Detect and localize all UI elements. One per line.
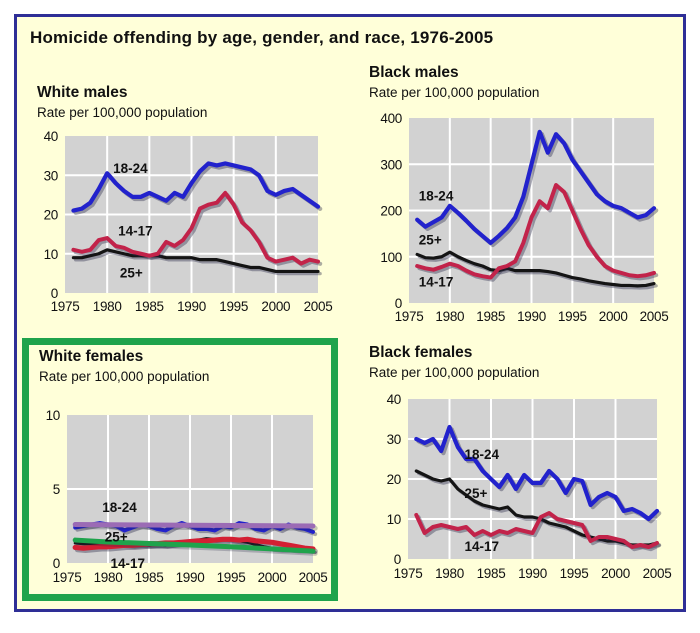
series-line-18-24 bbox=[415, 129, 657, 245]
series-label: 14-17 bbox=[419, 274, 454, 289]
purple-trend-line bbox=[72, 522, 316, 529]
series-line-18-24 bbox=[71, 161, 321, 213]
y-tick-label: 10 bbox=[44, 247, 58, 262]
figure-title: Homicide offending by age, gender, and r… bbox=[30, 28, 494, 47]
series-line-25+ bbox=[415, 250, 656, 288]
y-tick-label: 40 bbox=[44, 129, 58, 144]
y-tick-label: 100 bbox=[380, 250, 402, 265]
chart-white-males: 0 10 20 30 40 1975 1980 1985 1990 1995 2000 2005 18-… bbox=[44, 129, 333, 314]
y-tick-label: 400 bbox=[380, 111, 402, 126]
x-tick-label: 2000 bbox=[601, 566, 630, 581]
series-label: 25+ bbox=[419, 233, 442, 248]
panel-subtitle-black-females: Rate per 100,000 population bbox=[369, 365, 540, 380]
panel-white-females: White females Rate per 100,000 populatio… bbox=[39, 347, 339, 588]
series-label: 18-24 bbox=[113, 161, 148, 176]
panel-title-white-females: White females bbox=[39, 348, 144, 365]
panel-black-females: Black females Rate per 100,000 populatio… bbox=[369, 343, 679, 584]
series-line-25+ bbox=[71, 248, 320, 274]
series-label: 18-24 bbox=[102, 500, 137, 515]
y-tick-label: 40 bbox=[387, 392, 401, 407]
x-tick-label: 2005 bbox=[299, 570, 328, 585]
y-tick-label: 0 bbox=[51, 286, 58, 301]
x-tick-label: 2000 bbox=[258, 570, 287, 585]
x-tick-label: 1975 bbox=[53, 570, 82, 585]
series-shadow-25+ bbox=[74, 250, 322, 276]
x-tick-label: 2005 bbox=[643, 566, 672, 581]
panel-white-males: White males Rate per 100,000 population … bbox=[37, 83, 337, 320]
series-line-14-17 bbox=[72, 536, 316, 552]
series-label: 18-24 bbox=[419, 188, 454, 203]
x-tick-label: 1985 bbox=[135, 570, 164, 585]
x-tick-label: 1995 bbox=[558, 309, 587, 324]
y-tick-label: 10 bbox=[46, 408, 60, 423]
series-label: 25+ bbox=[120, 266, 143, 281]
x-tick-label: 2005 bbox=[304, 299, 333, 314]
x-tick-label: 1980 bbox=[435, 566, 464, 581]
y-tick-label: 30 bbox=[387, 432, 401, 447]
panel-title-black-males: Black males bbox=[369, 64, 459, 81]
y-tick-label: 5 bbox=[53, 482, 60, 497]
x-tick-label: 1975 bbox=[395, 309, 424, 324]
panel-black-males: Black males Rate per 100,000 population … bbox=[369, 63, 679, 330]
chart-black-females: 0 10 20 30 40 1975 1980 1985 1990 1995 2000 2005 18-… bbox=[387, 392, 672, 581]
figure-frame: Homicide offending by age, gender, and r… bbox=[14, 14, 686, 612]
x-tick-label: 1975 bbox=[51, 299, 80, 314]
x-tick-label: 1990 bbox=[176, 570, 205, 585]
x-tick-label: 1995 bbox=[217, 570, 246, 585]
series-label: 18-24 bbox=[464, 447, 499, 462]
y-tick-label: 0 bbox=[394, 552, 401, 567]
series-label: 14-17 bbox=[118, 224, 153, 239]
panel-subtitle-black-males: Rate per 100,000 population bbox=[369, 85, 540, 100]
panel-title-black-females: Black females bbox=[369, 344, 473, 361]
panel-subtitle-white-males: Rate per 100,000 population bbox=[37, 105, 208, 120]
series-label: 25+ bbox=[464, 486, 487, 501]
series-line-18-24 bbox=[414, 424, 660, 522]
y-tick-label: 20 bbox=[387, 472, 401, 487]
x-tick-label: 1990 bbox=[518, 566, 547, 581]
series-label: 14-17 bbox=[464, 539, 499, 554]
x-tick-label: 2000 bbox=[599, 309, 628, 324]
series-label: 14-17 bbox=[110, 556, 145, 571]
x-tick-label: 2000 bbox=[261, 299, 290, 314]
series-line-14-17 bbox=[415, 183, 656, 280]
x-tick-label: 1980 bbox=[435, 309, 464, 324]
chart-black-males: 0 100 200 300 400 1975 1980 1985 1990 1995 2000 200… bbox=[380, 111, 669, 324]
series-line-14-17 bbox=[71, 190, 320, 266]
y-tick-label: 30 bbox=[44, 168, 58, 183]
series-label: 25+ bbox=[105, 530, 128, 545]
chart-white-females: 0 5 10 1975 1980 1985 1990 1995 2000 2005 18-24 25+… bbox=[46, 408, 328, 585]
x-tick-label: 1995 bbox=[219, 299, 248, 314]
series-line-14-17 bbox=[414, 511, 659, 549]
x-tick-label: 2005 bbox=[640, 309, 669, 324]
x-tick-label: 1980 bbox=[94, 570, 123, 585]
y-tick-label: 10 bbox=[387, 512, 401, 527]
x-tick-label: 1995 bbox=[560, 566, 589, 581]
y-tick-label: 20 bbox=[44, 208, 58, 223]
x-tick-label: 1985 bbox=[476, 309, 505, 324]
y-tick-label: 0 bbox=[53, 556, 60, 571]
x-tick-label: 1990 bbox=[517, 309, 546, 324]
panel-title-white-males: White males bbox=[37, 84, 128, 101]
y-tick-label: 200 bbox=[380, 204, 402, 219]
y-tick-label: 0 bbox=[395, 296, 402, 311]
x-tick-label: 1980 bbox=[93, 299, 122, 314]
x-tick-label: 1985 bbox=[135, 299, 164, 314]
x-tick-label: 1985 bbox=[477, 566, 506, 581]
y-tick-label: 300 bbox=[380, 157, 402, 172]
x-tick-label: 1990 bbox=[177, 299, 206, 314]
panel-subtitle-white-females: Rate per 100,000 population bbox=[39, 369, 210, 384]
green-trend-line bbox=[72, 537, 316, 554]
x-tick-label: 1975 bbox=[394, 566, 423, 581]
